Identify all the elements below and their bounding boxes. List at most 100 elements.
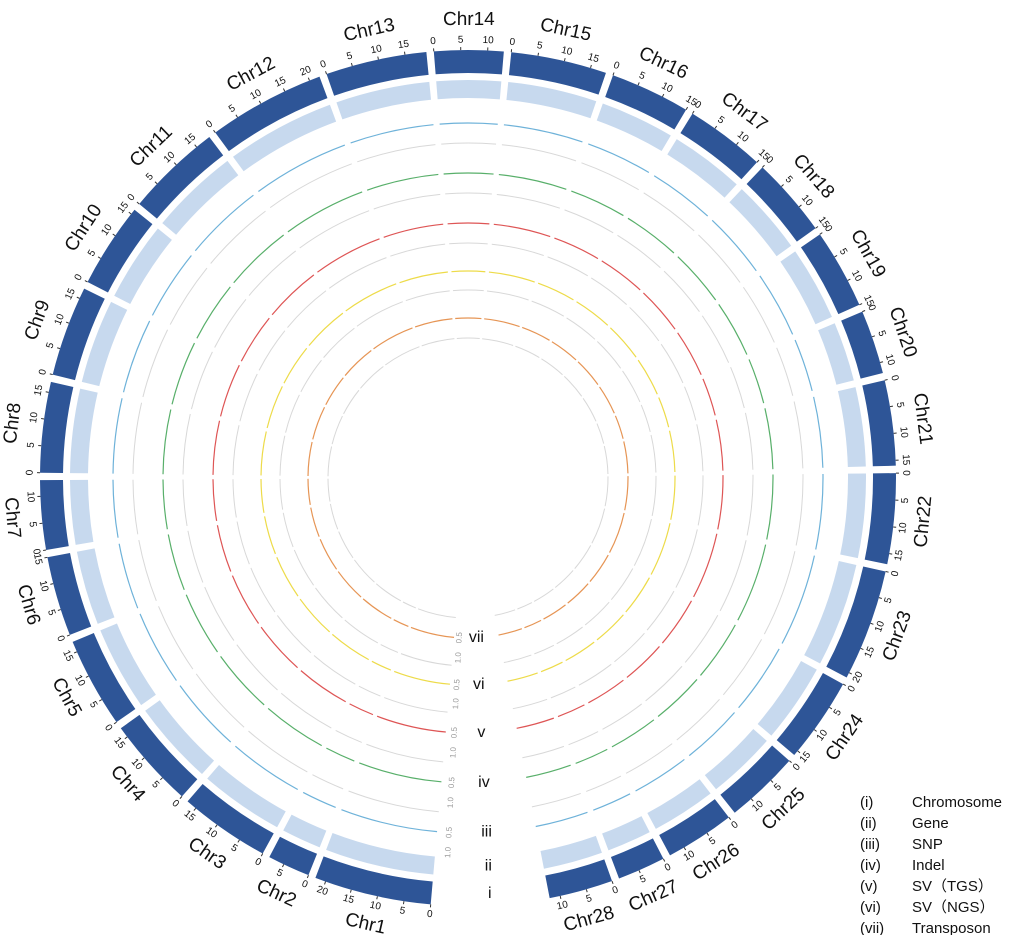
track-baseline xyxy=(776,347,794,396)
track-baseline xyxy=(360,366,384,389)
track-baseline xyxy=(315,587,343,619)
track-level xyxy=(484,318,520,328)
track-level xyxy=(267,707,322,747)
track-level xyxy=(702,378,716,416)
track-baseline xyxy=(651,475,657,516)
gene-band xyxy=(233,104,337,172)
tick-mark xyxy=(590,64,592,69)
track-baseline xyxy=(449,242,488,245)
tick-mark xyxy=(638,870,641,874)
legend-name: Gene xyxy=(912,815,949,832)
track-level xyxy=(589,554,609,582)
track-baseline xyxy=(338,531,354,559)
track-baseline xyxy=(541,358,563,376)
track-label: v xyxy=(477,724,485,741)
tick-mark xyxy=(136,201,140,205)
track-level xyxy=(307,478,311,506)
track-baseline xyxy=(697,475,704,526)
track-baseline xyxy=(602,703,643,730)
legend-name: SV（TGS） xyxy=(912,878,993,895)
track-baseline xyxy=(486,290,529,301)
track-level xyxy=(233,234,285,284)
track-baseline xyxy=(214,299,247,348)
chromosome-name: Chr23 xyxy=(879,608,917,664)
tick-label: 15 xyxy=(397,39,410,52)
track-baseline xyxy=(299,210,370,249)
track-baseline xyxy=(722,639,763,696)
track-baseline xyxy=(581,162,639,191)
tick-label: 0 xyxy=(169,798,181,810)
track-level xyxy=(122,320,151,393)
scale-label: 1.0 xyxy=(448,746,458,758)
track-level xyxy=(337,571,362,598)
tick-mark xyxy=(813,729,817,732)
track-level xyxy=(543,604,566,620)
tick-mark xyxy=(307,77,310,81)
track-level xyxy=(287,191,363,233)
track-level xyxy=(516,717,555,729)
track-level xyxy=(503,124,583,143)
track-baseline xyxy=(586,775,622,792)
tick-label: 5 xyxy=(638,873,648,885)
tick-label: 20 xyxy=(315,884,330,898)
tick-mark xyxy=(815,226,819,229)
tick-mark xyxy=(789,760,792,764)
track-baseline xyxy=(491,243,544,257)
track-level xyxy=(234,745,299,791)
track-baseline xyxy=(646,590,675,631)
chromosome-block xyxy=(862,380,896,467)
track-baseline xyxy=(582,398,597,422)
track-level xyxy=(624,476,629,511)
tick-label: 10 xyxy=(37,579,51,593)
legend-id: (v) xyxy=(860,878,878,895)
tick-mark xyxy=(692,110,695,114)
tick-mark xyxy=(762,164,765,168)
tick-label: 0 xyxy=(890,569,902,577)
gene-band xyxy=(602,816,650,851)
tick-mark xyxy=(662,93,665,97)
track-baseline xyxy=(501,144,577,162)
track-baseline xyxy=(405,290,450,302)
track-baseline xyxy=(675,529,698,588)
legend-name: SNP xyxy=(912,836,943,853)
chromosome-block xyxy=(326,52,429,96)
track-baseline xyxy=(556,626,583,645)
chromosome-name: Chr10 xyxy=(61,201,107,256)
track-level xyxy=(216,525,232,572)
legend-name: Chromosome xyxy=(912,794,1002,811)
tick-label: 10 xyxy=(883,353,897,367)
track-baseline xyxy=(248,250,297,296)
chromosome-block xyxy=(187,783,274,854)
tick-label: 5 xyxy=(229,842,240,855)
track-level xyxy=(571,190,624,217)
track-baseline xyxy=(596,341,622,369)
chromosome-block xyxy=(826,566,886,678)
track-baseline xyxy=(356,301,403,327)
track-level xyxy=(331,633,369,661)
tick-label: 5 xyxy=(837,247,850,258)
tick-mark xyxy=(128,211,132,215)
tick-label: 5 xyxy=(399,905,407,917)
gene-band xyxy=(336,81,432,120)
tick-mark xyxy=(76,296,80,299)
tick-mark xyxy=(750,798,754,802)
track-baseline xyxy=(517,602,533,610)
tick-mark xyxy=(706,832,710,836)
tick-label: 5 xyxy=(536,40,544,52)
chromosome-name: Chr17 xyxy=(717,88,771,136)
tick-mark xyxy=(798,204,802,208)
track-level xyxy=(112,398,123,474)
track-level xyxy=(212,420,221,475)
gene-band xyxy=(145,700,215,775)
chromosome-name: Chr7 xyxy=(0,496,24,539)
track-baseline xyxy=(515,345,540,358)
track-level xyxy=(240,317,270,362)
tick-mark xyxy=(214,824,218,828)
track-baseline xyxy=(563,376,583,397)
track-baseline xyxy=(132,402,143,474)
track-baseline xyxy=(684,386,697,421)
tick-label: 15 xyxy=(182,808,198,824)
track-level xyxy=(312,406,326,440)
tick-mark xyxy=(662,858,666,862)
